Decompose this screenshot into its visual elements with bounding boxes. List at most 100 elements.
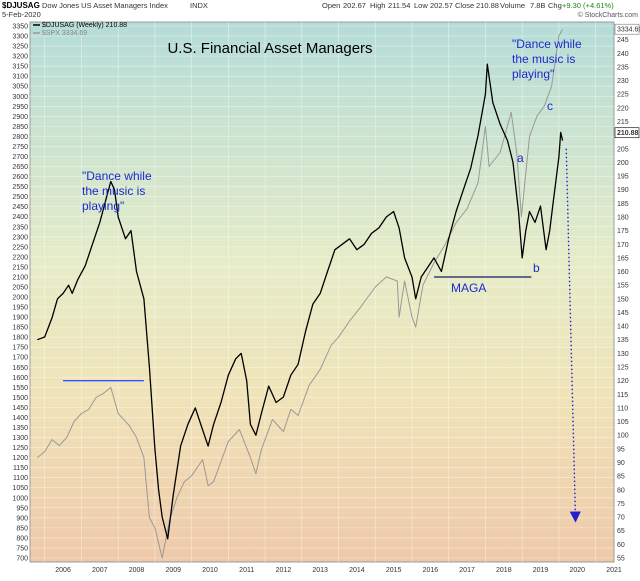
right-tick-label: 155 <box>617 283 629 290</box>
left-tick-label: 3150 <box>12 64 28 71</box>
header-credit: © StockCharts.com <box>578 11 639 19</box>
left-tick-label: 1150 <box>13 465 28 472</box>
left-tick-label: 3200 <box>12 54 28 61</box>
right-tick-label: 225 <box>617 92 629 99</box>
left-tick-label: 1450 <box>12 405 28 412</box>
x-axis: 2006 2007 2008 2009 2010 2011 2012 2013 2014 2015… <box>55 567 622 574</box>
left-tick-label: 2950 <box>12 104 28 111</box>
chart-title: U.S. Financial Asset Managers <box>167 40 372 57</box>
projection-arrow <box>565 148 581 523</box>
right-tick-label: 170 <box>617 242 629 249</box>
annotation-b: b <box>533 261 540 275</box>
left-tick-label: 1300 <box>12 435 28 442</box>
left-tick-label: 2200 <box>12 254 28 261</box>
left-tick-label: 1100 <box>13 475 28 482</box>
plot-area <box>29 21 615 563</box>
x-tick-label: 2013 <box>312 567 328 574</box>
left-tick-label: 2650 <box>12 164 28 171</box>
right-tick-label: 245 <box>617 37 629 44</box>
left-tick-label: 800 <box>16 535 28 542</box>
header-date: 5-Feb-2020 <box>2 10 41 19</box>
left-tick-label: 3300 <box>12 34 28 41</box>
right-tick-label: 145 <box>617 310 629 317</box>
x-tick-label: 2016 <box>423 567 439 574</box>
left-tick-label: 2000 <box>12 295 28 302</box>
x-tick-label: 2010 <box>202 567 218 574</box>
right-tick-label: 180 <box>617 214 629 221</box>
annotation-dance-2007-line3: playing" <box>82 199 124 213</box>
right-tick-label: 125 <box>617 365 629 372</box>
right-axis: 55 60 65 70 75 80 85 90 95 100 105 110 115 120 125 130 1… <box>614 23 640 563</box>
x-tick-label: 2012 <box>276 567 292 574</box>
right-tick-label: 75 <box>617 501 625 508</box>
legend-entry-spx: $SPX 3334.69 <box>42 30 87 37</box>
series-line-djusag <box>37 63 564 540</box>
left-tick-label: 700 <box>16 556 28 563</box>
last-value-djusag-badge <box>614 127 640 139</box>
right-tick-label: 205 <box>617 146 629 153</box>
left-tick-label: 950 <box>16 505 28 512</box>
ohlc-open-label: Open <box>322 1 340 10</box>
right-tick-label: 110 <box>617 405 628 412</box>
ohlc-close-label: Close <box>455 1 474 10</box>
series-layer <box>36 28 581 559</box>
right-tick-label: 55 <box>617 556 625 563</box>
left-tick-label: 3100 <box>12 74 28 81</box>
header-symbol: $DJUSAG <box>2 1 40 10</box>
right-tick-label: 130 <box>617 351 629 358</box>
last-value-spx: 3334.69 <box>617 27 640 34</box>
annotation-dance-2007-line1: "Dance while <box>82 169 152 183</box>
x-tick-label: 2020 <box>569 567 585 574</box>
left-tick-label: 1600 <box>12 375 28 382</box>
right-tick-label: 100 <box>617 433 629 440</box>
left-tick-label: 900 <box>16 515 28 522</box>
right-tick-label: 90 <box>617 460 625 467</box>
x-tick-label: 2019 <box>533 567 549 574</box>
left-tick-label: 3050 <box>12 84 28 91</box>
left-tick-label: 2400 <box>12 214 28 221</box>
left-tick-label: 850 <box>16 525 28 532</box>
ohlc-low-label: Low <box>414 1 428 10</box>
right-tick-label: 230 <box>617 78 629 85</box>
left-tick-label: 2600 <box>12 174 28 181</box>
left-tick-label: 2350 <box>12 224 28 231</box>
left-tick-label: 3000 <box>12 94 28 101</box>
right-tick-label: 95 <box>617 446 625 453</box>
left-tick-label: 2250 <box>12 244 28 251</box>
right-tick-label: 140 <box>617 324 629 331</box>
legend: $DJUSAG (Weekly) 210.88 $SPX 3334.69 <box>33 22 127 37</box>
ohlc-high-label: High <box>370 1 385 10</box>
left-tick-label: 1550 <box>12 385 28 392</box>
x-tick-label: 2009 <box>165 567 181 574</box>
left-tick-label: 750 <box>16 545 28 552</box>
left-tick-label: 1650 <box>12 365 28 372</box>
right-tick-label: 240 <box>617 51 629 58</box>
ohlc-close-value: 210.88 <box>476 1 499 10</box>
left-tick-label: 1000 <box>12 495 28 502</box>
left-tick-label: 2900 <box>12 114 28 121</box>
right-tick-label: 85 <box>617 474 625 481</box>
right-tick-label: 65 <box>617 528 625 535</box>
right-tick-label: 185 <box>617 201 629 208</box>
left-tick-label: 1200 <box>12 455 28 462</box>
left-tick-label: 2050 <box>12 284 28 291</box>
left-tick-label: 1050 <box>12 485 28 492</box>
ohlc-volume-value: 7.8B <box>530 1 545 10</box>
left-tick-label: 2550 <box>12 184 28 191</box>
reference-lines <box>63 276 532 382</box>
right-tick-label: 220 <box>617 105 629 112</box>
right-tick-label: 105 <box>617 419 629 426</box>
left-tick-label: 2300 <box>12 234 28 241</box>
right-tick-label: 195 <box>617 174 629 181</box>
annotation-a: a <box>517 151 524 165</box>
left-tick-label: 3350 <box>12 24 28 31</box>
left-tick-label: 3250 <box>12 44 28 51</box>
ohlc-chg-label: Chg <box>548 1 562 10</box>
series-line-spx <box>36 28 564 559</box>
left-tick-label: 2850 <box>12 124 28 131</box>
annotation-dance-2020-line1: "Dance while <box>512 37 582 51</box>
annotation-dance-2020-line2: the music is <box>512 52 575 66</box>
x-tick-label: 2017 <box>459 567 475 574</box>
left-tick-label: 1900 <box>12 315 28 322</box>
left-tick-label: 1750 <box>12 345 28 352</box>
